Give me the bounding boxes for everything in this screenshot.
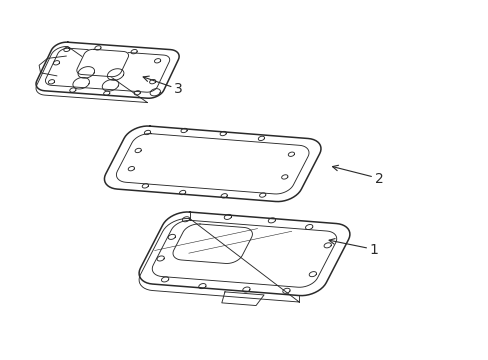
Polygon shape (222, 292, 264, 306)
Text: 3: 3 (174, 82, 183, 96)
Text: 2: 2 (374, 172, 383, 186)
Polygon shape (104, 126, 320, 202)
Polygon shape (77, 49, 128, 77)
Polygon shape (36, 42, 179, 98)
Text: 1: 1 (369, 243, 378, 257)
Polygon shape (139, 212, 349, 296)
